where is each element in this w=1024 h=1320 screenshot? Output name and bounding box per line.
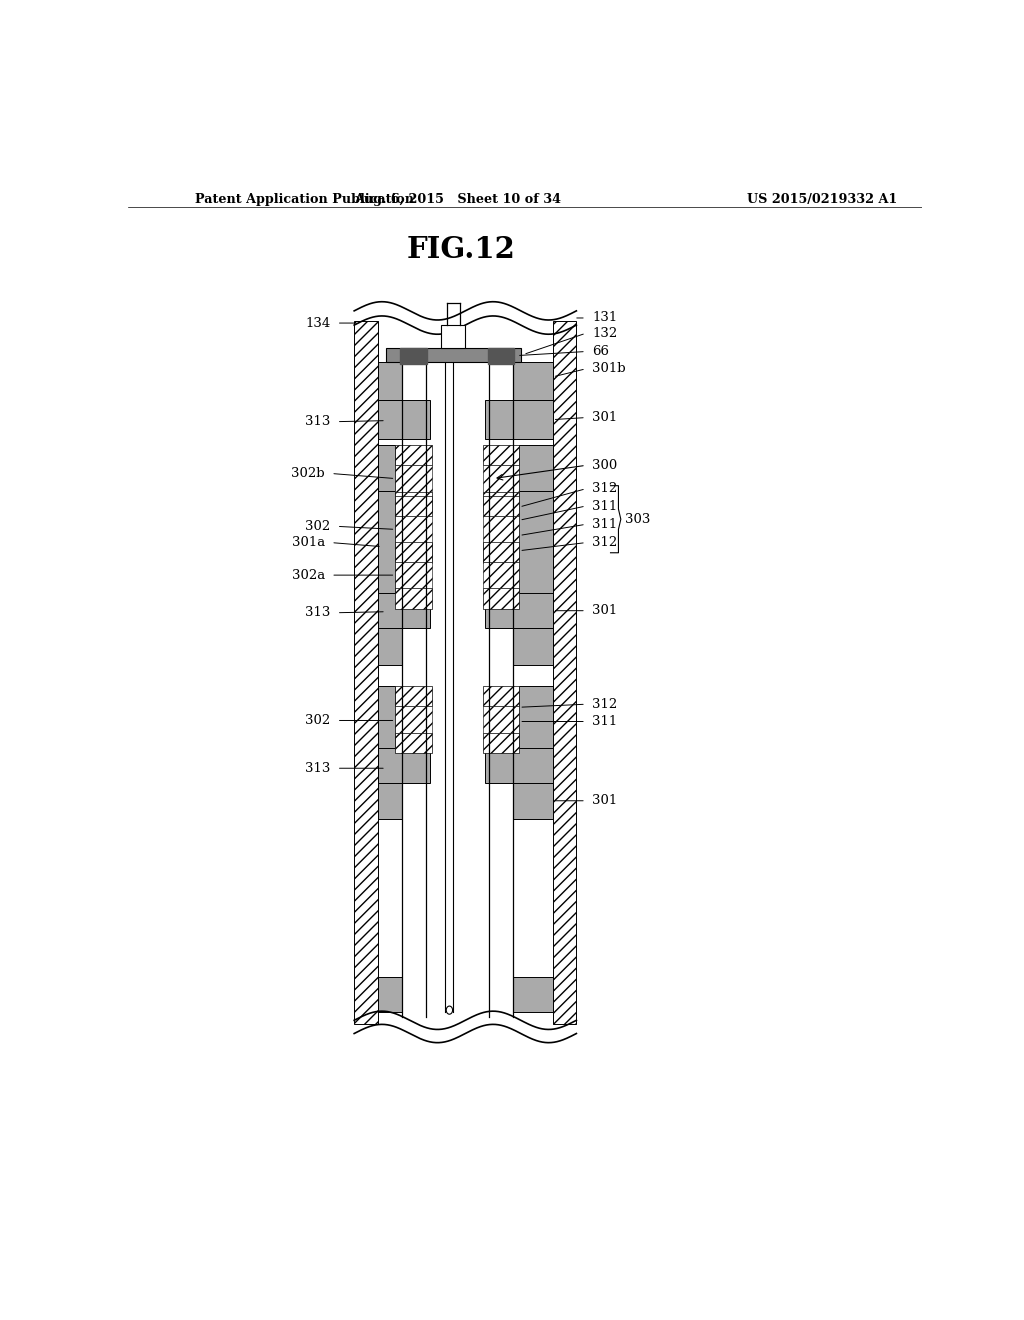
- Bar: [395, 466, 432, 492]
- Bar: [386, 348, 521, 362]
- Bar: [395, 492, 432, 512]
- Bar: [395, 686, 432, 706]
- Bar: [513, 628, 553, 664]
- Text: 131: 131: [592, 312, 617, 325]
- Text: 66: 66: [592, 345, 609, 358]
- Bar: [354, 321, 378, 1024]
- Text: 301: 301: [592, 795, 617, 808]
- Bar: [395, 562, 432, 589]
- Polygon shape: [400, 348, 427, 364]
- Text: 311: 311: [592, 715, 617, 729]
- Text: 302b: 302b: [291, 467, 325, 480]
- Bar: [378, 594, 430, 628]
- Bar: [482, 466, 519, 492]
- Bar: [519, 491, 553, 614]
- Bar: [395, 541, 432, 562]
- Bar: [395, 589, 432, 609]
- Text: 302a: 302a: [292, 569, 325, 582]
- Text: 313: 313: [305, 762, 331, 775]
- Text: 301b: 301b: [592, 362, 626, 375]
- Bar: [482, 541, 519, 562]
- Text: 302: 302: [305, 520, 331, 533]
- Bar: [378, 491, 395, 614]
- Bar: [485, 400, 553, 440]
- Text: 312: 312: [592, 482, 617, 495]
- Text: 303: 303: [625, 512, 650, 525]
- Bar: [395, 706, 432, 733]
- Text: 134: 134: [305, 317, 331, 330]
- Bar: [519, 445, 553, 512]
- Text: 311: 311: [592, 499, 617, 512]
- Bar: [482, 496, 519, 516]
- Bar: [482, 562, 519, 589]
- Text: 311: 311: [592, 517, 617, 531]
- Bar: [553, 321, 577, 1024]
- Text: 300: 300: [592, 459, 617, 471]
- Bar: [482, 492, 519, 512]
- Bar: [395, 543, 432, 562]
- Text: 301a: 301a: [292, 536, 325, 549]
- Text: 313: 313: [305, 416, 331, 428]
- Bar: [485, 748, 553, 784]
- Bar: [395, 733, 432, 752]
- Bar: [378, 445, 395, 512]
- Bar: [482, 543, 519, 562]
- Text: Aug. 6, 2015   Sheet 10 of 34: Aug. 6, 2015 Sheet 10 of 34: [354, 193, 561, 206]
- Bar: [378, 748, 430, 784]
- Text: 313: 313: [305, 606, 331, 619]
- Bar: [395, 496, 432, 516]
- Bar: [482, 706, 519, 733]
- Text: 301: 301: [592, 605, 617, 618]
- Text: 312: 312: [592, 698, 617, 710]
- Bar: [395, 516, 432, 543]
- Bar: [378, 362, 401, 400]
- Bar: [513, 977, 553, 1012]
- Text: 312: 312: [592, 536, 617, 549]
- Text: US 2015/0219332 A1: US 2015/0219332 A1: [748, 193, 897, 206]
- Text: Patent Application Publication: Patent Application Publication: [196, 193, 415, 206]
- Bar: [378, 628, 401, 664]
- Bar: [378, 784, 401, 818]
- Bar: [485, 594, 553, 628]
- Text: 132: 132: [592, 327, 617, 339]
- Text: 302: 302: [305, 714, 331, 727]
- Bar: [482, 589, 519, 609]
- Bar: [395, 445, 432, 466]
- Bar: [482, 445, 519, 466]
- Bar: [513, 784, 553, 818]
- Bar: [519, 686, 553, 752]
- Bar: [378, 400, 430, 440]
- Bar: [482, 516, 519, 543]
- Text: 301: 301: [592, 411, 617, 424]
- Bar: [482, 733, 519, 752]
- Bar: [441, 325, 465, 348]
- Bar: [378, 686, 395, 752]
- Bar: [513, 362, 553, 400]
- Polygon shape: [487, 348, 514, 364]
- Bar: [482, 686, 519, 706]
- Bar: [378, 977, 401, 1012]
- Text: FIG.12: FIG.12: [407, 235, 516, 264]
